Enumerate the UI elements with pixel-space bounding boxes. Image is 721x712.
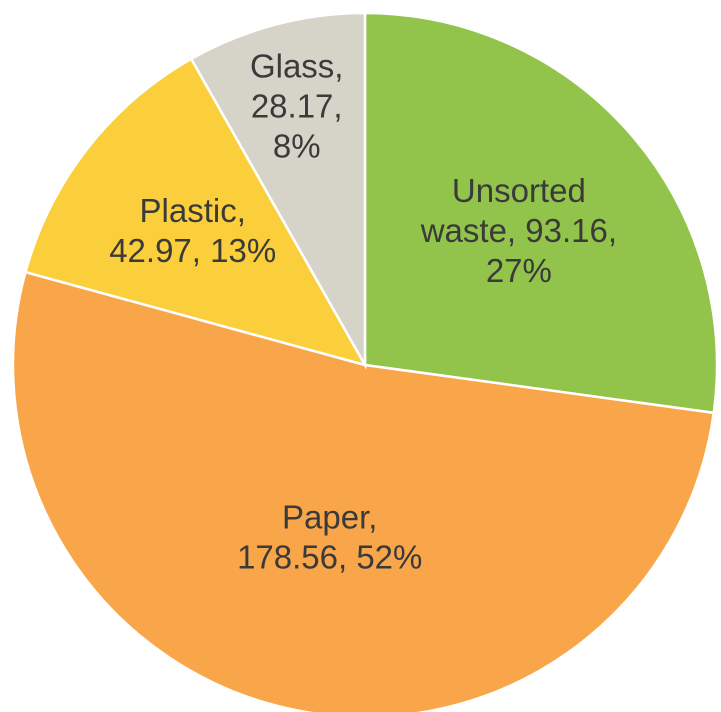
pie-label-line: waste, 93.16, (420, 212, 617, 249)
pie-label-plastic: Plastic, 42.97, 13% (109, 192, 276, 269)
pie-slice-plastic (23, 57, 368, 367)
pie-label-line: 178.56, 52% (237, 538, 422, 575)
pie-label-line: Plastic, (140, 192, 246, 229)
pie-label-line: Paper, (282, 498, 377, 535)
pie-slices (11, 11, 719, 712)
pie-labels: Unsorted waste, 93.16, 27% Paper, 178.56, 52… (109, 47, 617, 575)
pie-slice-unsorted-waste (363, 11, 719, 415)
pie-label-line: 8% (273, 127, 321, 164)
pie-label-paper: Paper, 178.56, 52% (237, 498, 422, 575)
pie-label-glass: Glass, 28.17, 8% (250, 47, 344, 164)
pie-label-line: 27% (486, 252, 552, 289)
pie-label-line: 42.97, 13% (109, 232, 276, 269)
pie-slice-paper (11, 270, 716, 712)
pie-label-line: Glass, (250, 47, 344, 84)
pie-label-line: Unsorted (452, 172, 586, 209)
pie-label-unsorted-waste: Unsorted waste, 93.16, 27% (420, 172, 617, 289)
pie-slice-glass (189, 11, 367, 370)
pie-label-line: 28.17, (251, 87, 343, 124)
